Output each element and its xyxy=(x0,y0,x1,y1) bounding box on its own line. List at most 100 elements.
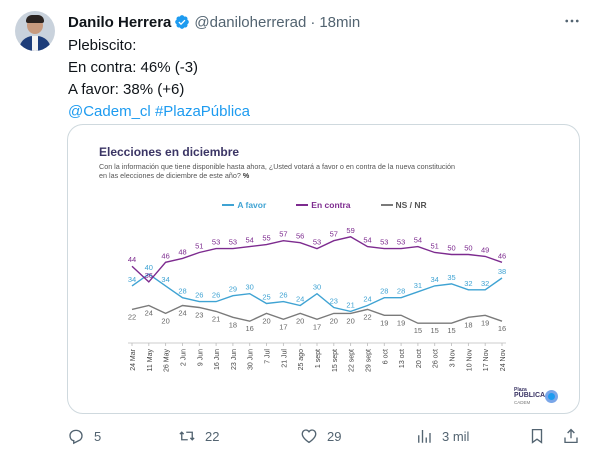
data-label: 15 xyxy=(447,326,455,335)
more-icon[interactable] xyxy=(563,12,581,30)
series-line xyxy=(131,273,503,313)
data-label: 20 xyxy=(161,316,169,325)
data-label: 50 xyxy=(447,244,455,253)
data-label: 23 xyxy=(195,311,203,320)
legend-label: A favor xyxy=(237,200,267,210)
avatar-hair xyxy=(26,15,44,23)
chart-subtitle: Con la información que tiene disponible … xyxy=(99,162,559,180)
x-tick-label: 3 Nov xyxy=(450,349,457,368)
x-tick-label: 21 Jul xyxy=(281,349,288,368)
data-label: 34 xyxy=(431,275,439,284)
x-tick-label: 30 Jun xyxy=(248,349,255,370)
x-tick-label: 16 Jun xyxy=(214,349,221,370)
data-label: 56 xyxy=(296,232,304,241)
x-tick-label: 24 Mar xyxy=(130,348,137,370)
data-label: 38 xyxy=(498,267,506,276)
author-handle[interactable]: @daniloherrerad xyxy=(194,13,307,31)
data-label: 53 xyxy=(313,238,321,247)
avatar[interactable] xyxy=(15,11,55,51)
author-name[interactable]: Danilo Herrera xyxy=(68,13,172,31)
data-label: 26 xyxy=(279,291,287,300)
mention-link[interactable]: @Cadem_cl xyxy=(68,103,151,120)
data-label: 24 xyxy=(178,309,186,318)
action-bar: 5 22 29 3 mil xyxy=(67,426,580,446)
legend-item: NS / NR xyxy=(380,200,427,210)
chart-subtitle-unit: % xyxy=(242,171,250,180)
data-label: 16 xyxy=(498,324,506,333)
data-label: 54 xyxy=(246,236,254,245)
tweet-time[interactable]: 18min xyxy=(319,13,361,31)
data-label: 20 xyxy=(296,316,304,325)
repost-button[interactable]: 22 xyxy=(178,426,219,446)
share-button[interactable] xyxy=(562,426,580,446)
hashtag-link[interactable]: #PlazaPública xyxy=(154,103,250,120)
repost-icon xyxy=(179,431,195,441)
data-label: 31 xyxy=(414,281,422,290)
data-label: 28 xyxy=(178,287,186,296)
tweet-header: Danilo Herrera @daniloherrerad · 18min xyxy=(68,12,360,32)
data-label: 53 xyxy=(380,238,388,247)
tweet-line: En contra: 46% (-3) xyxy=(68,59,199,76)
data-label: 53 xyxy=(397,238,405,247)
data-label: 57 xyxy=(279,230,287,239)
data-label: 55 xyxy=(262,234,270,243)
media-card[interactable]: Elecciones en diciembre Con la informaci… xyxy=(67,124,580,414)
data-label: 53 xyxy=(212,238,220,247)
data-label: 19 xyxy=(397,318,405,327)
data-label: 24 xyxy=(145,309,153,318)
separator-dot: · xyxy=(310,13,316,31)
data-label: 26 xyxy=(195,291,203,300)
chart-subtitle-line1: Con la información que tiene disponible … xyxy=(99,162,455,171)
x-tick-label: 1 sept xyxy=(315,349,322,368)
reply-count: 5 xyxy=(94,428,102,444)
like-icon xyxy=(301,429,317,444)
data-label: 15 xyxy=(431,326,439,335)
legend-item: A favor xyxy=(222,200,266,210)
data-label: 15 xyxy=(414,326,422,335)
views-button[interactable]: 3 mil xyxy=(415,426,469,446)
data-label: 28 xyxy=(380,287,388,296)
x-tick-label: 26 oct xyxy=(433,349,440,368)
data-label: 32 xyxy=(464,279,472,288)
series-line xyxy=(131,236,503,283)
data-label: 57 xyxy=(330,230,338,239)
reply-icon xyxy=(69,429,83,445)
data-label: 20 xyxy=(346,316,354,325)
data-label: 35 xyxy=(447,273,455,282)
data-label: 44 xyxy=(128,255,136,264)
x-tick-label: 17 Nov xyxy=(483,349,490,372)
data-label: 30 xyxy=(313,283,321,292)
x-tick-label: 26 May xyxy=(164,349,171,372)
data-label: 48 xyxy=(178,247,186,256)
view-count: 3 mil xyxy=(442,428,470,444)
brand-text-line2: PÚBLICA xyxy=(514,392,546,399)
x-tick-label: 25 ago xyxy=(298,349,305,371)
repost-count: 22 xyxy=(205,428,220,444)
data-label: 29 xyxy=(229,285,237,294)
data-label: 46 xyxy=(161,251,169,260)
brand-text-line3: CADEM xyxy=(514,400,531,405)
x-tick-label: 23 Jun xyxy=(231,349,238,370)
data-label: 22 xyxy=(128,312,136,321)
tweet-links: @Cadem_cl #PlazaPública xyxy=(68,101,250,123)
brand-logo: Plaza PÚBLICA CADEM xyxy=(514,387,562,409)
data-label: 19 xyxy=(481,318,489,327)
data-label: 40 xyxy=(145,263,153,272)
data-label: 49 xyxy=(481,245,489,254)
data-label: 20 xyxy=(262,316,270,325)
data-label: 34 xyxy=(161,275,169,284)
data-label: 17 xyxy=(279,322,287,331)
x-tick-label: 10 Nov xyxy=(466,349,473,372)
x-tick-label: 29 sept xyxy=(366,349,373,372)
x-tick-label: 6 oct xyxy=(382,349,389,364)
bookmark-button[interactable] xyxy=(528,426,546,446)
x-tick-label: 7 Jul xyxy=(265,349,272,364)
like-button[interactable]: 29 xyxy=(300,426,341,446)
data-label: 24 xyxy=(363,295,371,304)
legend-swatch xyxy=(296,204,309,206)
tweet-line: Plebiscito: xyxy=(68,37,137,54)
verified-badge-icon xyxy=(175,15,190,29)
reply-button[interactable]: 5 xyxy=(67,426,101,446)
share-icon xyxy=(564,428,578,444)
data-label: 23 xyxy=(330,297,338,306)
